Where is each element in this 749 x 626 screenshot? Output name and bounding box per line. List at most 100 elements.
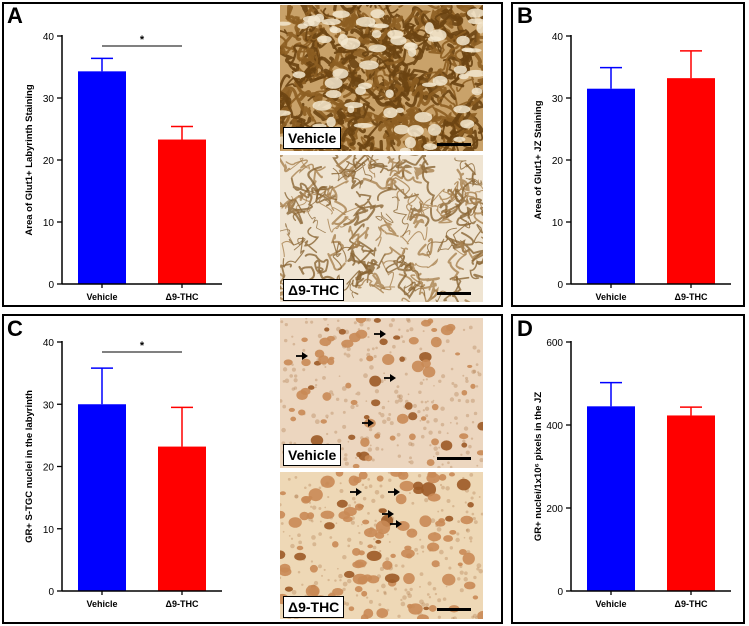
cytoplasm-speck: [282, 404, 287, 409]
scale-bar: [437, 608, 471, 611]
y-tick-label: 400: [546, 421, 563, 432]
nucleus: [349, 332, 361, 343]
tissue-strand: [332, 240, 342, 271]
nucleus: [470, 383, 476, 389]
tissue-strand: [342, 5, 381, 15]
cytoplasm-speck: [353, 321, 357, 325]
cytoplasm-speck: [383, 378, 386, 381]
x-tick-label: Vehicle: [86, 292, 117, 302]
nucleus: [477, 421, 483, 431]
tissue-strand: [417, 238, 434, 257]
cytoplasm-speck: [317, 333, 323, 339]
tissue-strand: [473, 52, 483, 72]
cytoplasm-speck: [449, 397, 455, 402]
nucleus: [462, 552, 475, 565]
cytoplasm-speck: [375, 346, 378, 350]
tissue-strand: [280, 203, 294, 209]
tissue-strand: [439, 30, 467, 59]
cytoplasm-speck: [449, 546, 454, 550]
cytoplasm-speck: [446, 498, 451, 503]
cytoplasm-speck: [383, 592, 387, 596]
tissue-strand: [367, 158, 379, 178]
nucleus: [298, 409, 306, 416]
cytoplasm-speck: [451, 382, 455, 385]
cytoplasm-speck: [311, 519, 314, 523]
arrow-icon: [388, 510, 394, 518]
nucleus: [300, 387, 311, 396]
vessel-lumen: [353, 122, 373, 129]
nucleus: [335, 472, 344, 477]
cytoplasm-speck: [342, 424, 347, 429]
cytoplasm-speck: [314, 384, 318, 387]
tissue-strand: [281, 233, 295, 258]
nucleus: [309, 564, 318, 573]
cytoplasm-speck: [421, 602, 426, 607]
y-tick-label: 10: [552, 218, 564, 229]
nucleus: [428, 604, 437, 612]
nucleus: [355, 318, 367, 324]
nucleus: [420, 416, 427, 421]
vessel-lumen: [321, 18, 341, 26]
cytoplasm-speck: [462, 374, 465, 377]
tissue-strand: [358, 25, 371, 45]
cytoplasm-speck: [464, 571, 468, 576]
cytoplasm-speck: [394, 389, 399, 394]
bar-thc: [158, 139, 206, 284]
tissue-strand: [288, 236, 306, 251]
cytoplasm-speck: [388, 541, 391, 543]
tissue-strand: [280, 155, 291, 173]
nucleus: [399, 480, 415, 492]
nucleus: [384, 573, 400, 584]
cytoplasm-speck: [338, 375, 341, 378]
cytoplasm-speck: [343, 398, 348, 403]
tissue-strand: [420, 135, 475, 151]
nucleus: [416, 614, 429, 619]
cytoplasm-speck: [346, 353, 351, 358]
cytoplasm-speck: [422, 378, 425, 381]
cytoplasm-speck: [367, 478, 371, 481]
vessel-lumen: [359, 60, 379, 70]
micrograph-label-vehicle: Vehicle: [283, 127, 342, 149]
y-tick-label: 40: [43, 32, 55, 43]
nucleus: [378, 508, 387, 514]
tissue-strand: [395, 155, 429, 178]
cytoplasm-speck: [459, 570, 464, 575]
cytoplasm-speck: [387, 472, 391, 474]
cytoplasm-speck: [367, 447, 373, 452]
tissue-strand: [413, 164, 435, 180]
cytoplasm-speck: [365, 400, 368, 402]
arrow-icon: [396, 520, 402, 528]
tissue-strand: [418, 84, 447, 107]
cytoplasm-speck: [459, 588, 464, 593]
tissue-strand: [363, 111, 399, 123]
cytoplasm-speck: [454, 416, 458, 420]
cytoplasm-speck: [404, 588, 408, 592]
cytoplasm-speck: [290, 543, 295, 549]
cytoplasm-speck: [437, 465, 441, 468]
cytoplasm-speck: [280, 399, 283, 403]
nucleus: [408, 433, 416, 441]
nucleus: [366, 355, 374, 362]
tissue-strand: [454, 162, 477, 203]
nucleus: [332, 587, 344, 596]
chart-glut1-labyrinth: 0 10 20 30 40 Vehicle Δ9-THC Area of Glut1+ Lab…: [24, 32, 222, 302]
cytoplasm-speck: [334, 430, 338, 434]
micrograph-texture: [280, 5, 483, 151]
vessel-lumen: [393, 124, 410, 135]
cytoplasm-speck: [383, 372, 386, 375]
cytoplasm-speck: [382, 419, 387, 424]
tissue-strand: [395, 71, 419, 93]
cytoplasm-speck: [448, 566, 452, 570]
cytoplasm-speck: [310, 320, 314, 324]
vessel-lumen: [355, 16, 376, 27]
nucleus: [467, 364, 473, 369]
cytoplasm-speck: [294, 476, 298, 479]
y-tick-label: 20: [552, 156, 564, 167]
cytoplasm-speck: [367, 318, 371, 322]
nucleus: [288, 517, 302, 528]
cytoplasm-speck: [329, 390, 334, 395]
nucleus: [461, 389, 468, 396]
cytoplasm-speck: [339, 482, 342, 485]
y-tick-label: 30: [552, 94, 564, 105]
nucleus: [419, 515, 432, 528]
